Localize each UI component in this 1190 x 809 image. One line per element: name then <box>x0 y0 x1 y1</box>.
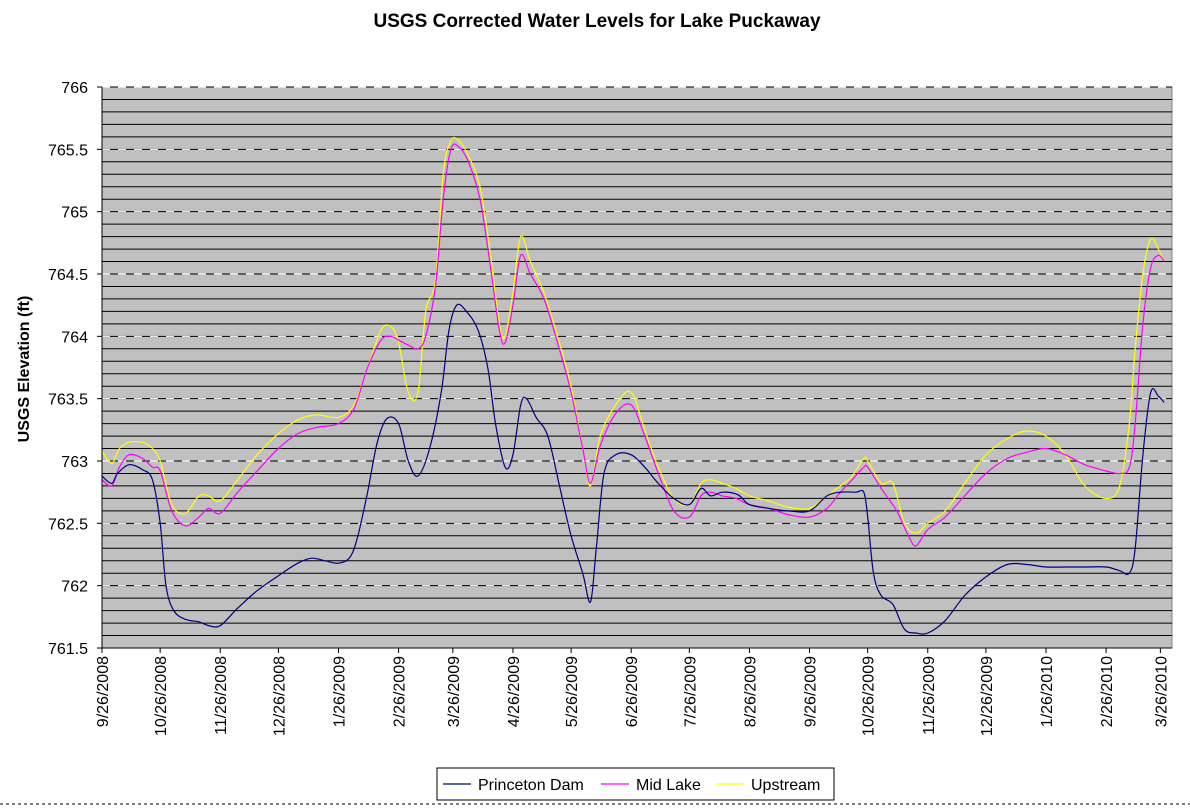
y-tick-label: 764 <box>61 329 88 346</box>
x-tick-label: 1/26/2009 <box>331 656 348 727</box>
x-tick-label: 2/26/2010 <box>1099 656 1116 727</box>
chart-title: USGS Corrected Water Levels for Lake Puc… <box>373 11 820 32</box>
legend-label-upstream: Upstream <box>751 777 820 794</box>
major-gridlines <box>102 86 1172 587</box>
y-tick-label: 765.5 <box>48 142 88 159</box>
y-axis-label: USGS Elevation (ft) <box>16 296 33 443</box>
x-tick-label: 1/26/2010 <box>1039 656 1056 727</box>
y-tick-label: 762 <box>61 579 88 596</box>
plot-area <box>101 86 1173 649</box>
y-tick-label: 763.5 <box>48 392 88 409</box>
x-tick-label: 12/26/2009 <box>979 656 996 736</box>
legend-label-princeton-dam: Princeton Dam <box>478 777 584 794</box>
y-tick-label: 766 <box>61 80 88 97</box>
x-tick-label: 9/26/2008 <box>95 656 112 727</box>
x-tick-label: 3/26/2009 <box>446 656 463 727</box>
legend-box <box>436 767 835 801</box>
legend-label-mid-lake: Mid Lake <box>636 777 701 794</box>
legend: Princeton Dam Mid Lake Upstream <box>436 767 835 801</box>
x-tick-label: 8/26/2009 <box>742 656 759 727</box>
y-tick-label: 762.5 <box>48 516 88 533</box>
series-line-mid-lake <box>101 143 1165 547</box>
x-tick-label: 7/26/2009 <box>682 656 699 727</box>
x-tick-label: 10/26/2008 <box>153 656 170 736</box>
y-tick-label: 764.5 <box>48 267 88 284</box>
y-axis-ticks: 761.5 762 762.5 763 763.5 764 764.5 765 765.5 766 <box>48 80 102 658</box>
y-tick-label: 763 <box>61 454 88 471</box>
x-tick-label: 6/26/2009 <box>624 656 641 727</box>
y-tick-label: 761.5 <box>48 641 88 658</box>
series-line-princeton-dam <box>101 303 1165 635</box>
minor-gridlines <box>102 98 1172 637</box>
x-tick-label: 5/26/2009 <box>564 656 581 727</box>
y-tick-label: 765 <box>61 205 88 222</box>
x-tick-label: 12/26/2008 <box>271 656 288 736</box>
series-layer <box>101 136 1165 635</box>
x-tick-label: 3/26/2010 <box>1153 656 1170 727</box>
x-tick-label: 2/26/2009 <box>392 656 409 727</box>
x-tick-label: 9/26/2009 <box>803 656 820 727</box>
x-tick-label: 10/26/2009 <box>861 656 878 736</box>
x-tick-label: 11/26/2008 <box>213 656 230 735</box>
x-tick-label: 4/26/2009 <box>506 656 523 727</box>
x-axis-ticks: 9/26/2008 10/26/2008 11/26/2008 12/26/2008 1… <box>95 648 1170 736</box>
x-tick-label: 11/26/2009 <box>921 656 938 735</box>
